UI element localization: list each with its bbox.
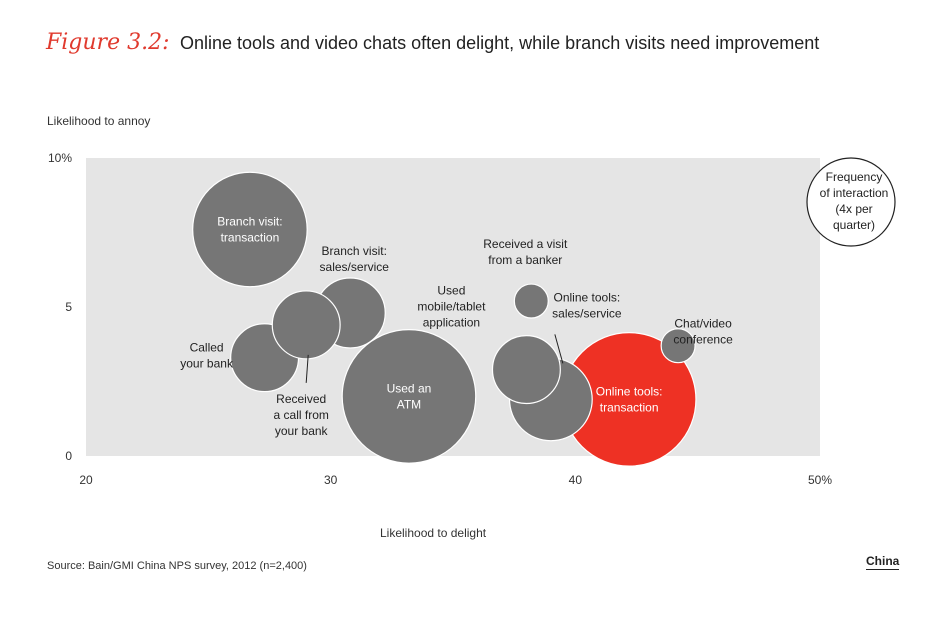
bubble-label: Online tools: — [596, 384, 663, 398]
bubble-label: ATM — [397, 397, 421, 411]
bubble-label: Used — [437, 284, 465, 298]
region-label: China — [866, 554, 900, 570]
y-axis-label: Likelihood to annoy — [47, 114, 151, 128]
bubble-label: transaction — [600, 400, 659, 414]
bubble-label: mobile/tablet — [417, 300, 486, 314]
bubble-label: transaction — [221, 231, 280, 245]
x-tick-label: 40 — [569, 473, 583, 487]
y-tick-label: 0 — [65, 449, 72, 463]
bubble-label: sales/service — [320, 260, 390, 274]
leader-line — [554, 334, 564, 364]
figure-label: Figure 3.2: — [46, 30, 170, 55]
bubble-label: Online tools: — [554, 290, 621, 304]
bubble-label: Received a visit — [483, 237, 568, 251]
bubble — [491, 335, 561, 405]
x-axis-label: Likelihood to delight — [380, 526, 487, 540]
bubble-label: from a banker — [488, 253, 562, 267]
legend-bubble — [806, 157, 896, 247]
bubble-label: conference — [673, 333, 733, 347]
bubble — [271, 290, 341, 360]
bubble — [341, 329, 477, 464]
leader-line — [305, 354, 309, 383]
bubble-label: sales/service — [552, 306, 622, 320]
figure-title: Figure 3.2: Online tools and video chats… — [46, 30, 819, 55]
x-tick-label: 50% — [808, 473, 832, 487]
bubble-label: your bank — [275, 424, 329, 438]
legend-text: (4x per — [835, 202, 872, 216]
bubble-label: application — [423, 316, 480, 330]
legend-text: of interaction — [820, 186, 889, 200]
y-tick-label: 5 — [65, 300, 72, 314]
bubble-label: Called — [190, 341, 224, 355]
chart-title: Online tools and video chats often delig… — [179, 33, 820, 53]
bubble — [513, 283, 549, 319]
legend-text: Frequency — [826, 170, 883, 184]
bubble-label: Chat/video — [674, 317, 732, 331]
x-tick-label: 30 — [324, 473, 338, 487]
y-tick-label: 10% — [48, 151, 72, 165]
legend-text: quarter) — [833, 218, 875, 232]
bubble-label: Branch visit: — [322, 244, 387, 258]
bubble-label: your bank — [180, 357, 234, 371]
bubble-label: Used an — [387, 381, 432, 395]
x-tick-label: 20 — [79, 473, 93, 487]
bubble-label: Received — [276, 392, 326, 406]
bubble-label: Branch visit: — [217, 215, 282, 229]
source-note: Source: Bain/GMI China NPS survey, 2012 … — [47, 560, 307, 572]
bubble-label: a call from — [274, 408, 329, 422]
bubble — [660, 328, 696, 364]
bubble — [192, 171, 308, 288]
